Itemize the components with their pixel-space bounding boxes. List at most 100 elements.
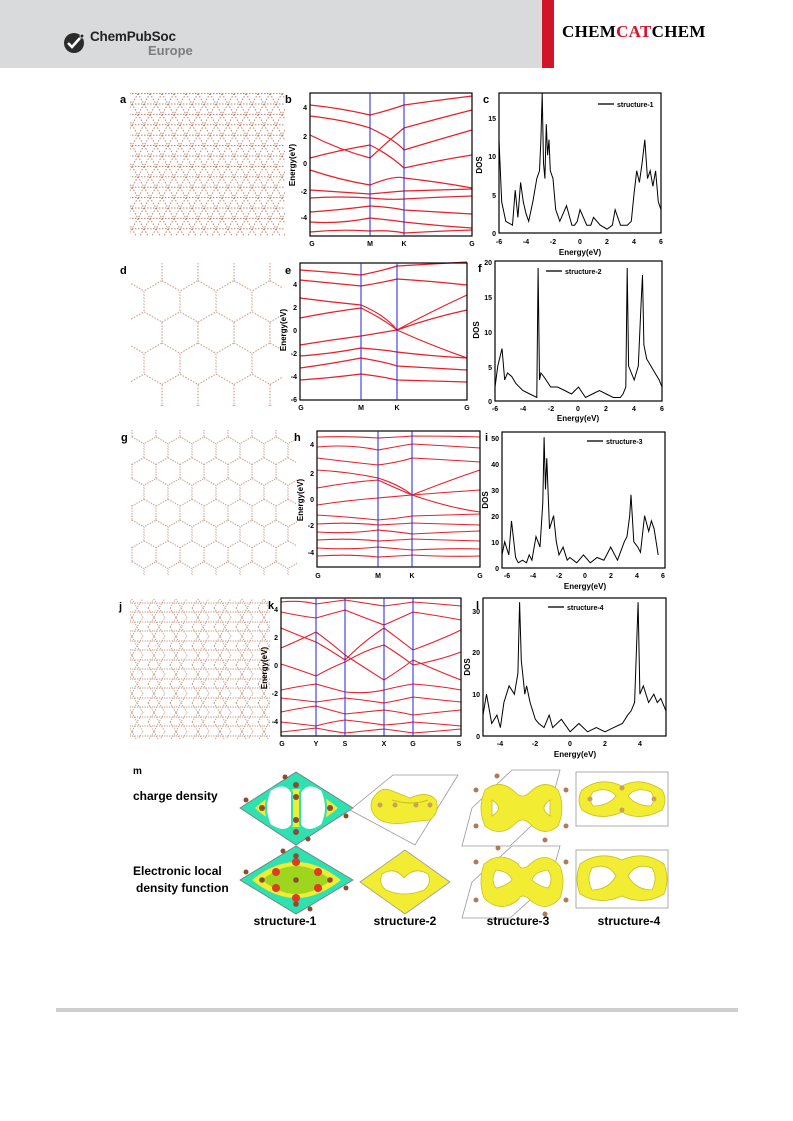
ytick: -4 xyxy=(308,550,314,557)
panel-label-k: k xyxy=(268,600,275,612)
ytick: -6 xyxy=(291,397,297,404)
ytick: 30 xyxy=(491,488,499,495)
ytick: 0 xyxy=(274,663,278,670)
kpoint-label: G xyxy=(298,405,304,412)
panel-label-l: l xyxy=(476,600,479,612)
band-frame-4 xyxy=(280,597,462,737)
dos-frame-2 xyxy=(494,260,663,402)
ytick: 20 xyxy=(472,650,480,657)
kpoint-label: G xyxy=(315,573,321,580)
band-ylabel-2: Energy(eV) xyxy=(279,309,288,352)
charge-density-structure-3 xyxy=(461,769,569,847)
band-structure-2: e 4 2 0 -2 -4 -6 Energy(e xyxy=(279,261,470,412)
panel-m: m charge density Electronic local densit… xyxy=(133,766,669,928)
xtick: -6 xyxy=(496,239,502,246)
journal-title-part3: CHEM xyxy=(651,22,706,41)
charge-density-structure-4 xyxy=(575,771,669,827)
kpoint-label: M xyxy=(375,573,381,580)
journal-title-part1: CHEM xyxy=(562,22,617,41)
dos-series-line xyxy=(501,437,659,564)
dos-series-line xyxy=(482,602,667,733)
kpoint-label: G xyxy=(469,241,475,248)
charge-density-label: charge density xyxy=(133,789,218,803)
ytick: -2 xyxy=(308,523,314,530)
xtick: 0 xyxy=(568,741,572,748)
ytick: 0 xyxy=(492,231,496,238)
elf-structure-1 xyxy=(239,845,354,915)
kpoint-label: K xyxy=(401,241,406,248)
ytick: -4 xyxy=(291,374,297,381)
ytick: 10 xyxy=(484,330,492,337)
panel-label-h: h xyxy=(294,432,301,444)
dos-xticks-4: -4 -2 0 2 4 xyxy=(497,741,642,748)
elf-label-line2: density function xyxy=(136,881,229,895)
dos-chart-2: f structure-2 20 15 10 5 0 -6 -4 -2 0 2 … xyxy=(472,260,664,423)
ytick: 10 xyxy=(488,154,496,161)
panel-label-a: a xyxy=(120,94,127,106)
dos-series-line xyxy=(498,92,662,230)
band-frame-2 xyxy=(299,262,468,401)
xtick: -4 xyxy=(520,406,526,413)
xtick: -4 xyxy=(523,239,529,246)
band-ylabel-3: Energy(eV) xyxy=(296,479,305,522)
ytick: 0 xyxy=(303,161,307,168)
kpoint-label: S xyxy=(457,741,462,748)
band-frame-3 xyxy=(316,430,481,568)
xtick: 6 xyxy=(660,406,664,413)
ytick: 2 xyxy=(274,635,278,642)
xtick: 4 xyxy=(638,741,642,748)
xtick: 0 xyxy=(576,406,580,413)
dos-yticks-2: 20 15 10 5 0 xyxy=(484,260,492,406)
dos-ylabel-4: DOS xyxy=(463,658,472,676)
dos-legend-2: structure-2 xyxy=(565,269,602,276)
dos-xticks-1: -6 -4 -2 0 2 4 6 xyxy=(496,239,663,246)
journal-block xyxy=(542,0,793,68)
kpoint-label: G xyxy=(477,573,483,580)
panel-label-e: e xyxy=(285,265,291,277)
kpoint-label: G xyxy=(279,741,285,748)
row-2: d e 4 2 0 -2 -4 -6 xyxy=(120,260,664,423)
dos-frame-1 xyxy=(498,92,662,234)
ytick: 15 xyxy=(488,116,496,123)
band-kpoints-4: G Y S X G S xyxy=(279,741,461,748)
ytick: 50 xyxy=(491,436,499,443)
band-lines-3 xyxy=(316,435,481,558)
dos-ylabel-1: DOS xyxy=(475,156,484,174)
band-kpoints-2: G M K G xyxy=(298,405,470,412)
panel-label-f: f xyxy=(478,263,482,275)
xtick: 2 xyxy=(603,741,607,748)
xtick: 4 xyxy=(635,573,639,580)
xtick: 0 xyxy=(583,573,587,580)
band-yticks-1: 4 2 0 -2 -4 xyxy=(301,105,307,222)
charge-density-structure-2 xyxy=(349,774,459,846)
xtick: -2 xyxy=(556,573,562,580)
dos-xticks-2: -6 -4 -2 0 2 4 6 xyxy=(492,406,664,413)
footer-rule xyxy=(56,1008,738,1012)
xtick: -2 xyxy=(550,239,556,246)
xtick: -6 xyxy=(504,573,510,580)
xtick: 4 xyxy=(632,406,636,413)
xtick: 2 xyxy=(609,573,613,580)
dos-ylabel-3: DOS xyxy=(481,491,490,509)
structure-1-lattice xyxy=(130,93,285,236)
xtick: -6 xyxy=(492,406,498,413)
band-frame-1 xyxy=(309,92,473,237)
panel-label-c: c xyxy=(483,94,489,106)
dos-ylabel-2: DOS xyxy=(472,321,481,339)
xtick: 6 xyxy=(661,573,665,580)
band-kpoints-1: G M K G xyxy=(309,241,475,248)
ytick: -4 xyxy=(272,719,278,726)
ytick: 2 xyxy=(303,134,307,141)
ytick: 4 xyxy=(303,105,307,112)
journal-title-part2: CAT xyxy=(616,22,652,41)
xtick: 4 xyxy=(632,239,636,246)
dos-yticks-3: 50 40 30 20 10 0 xyxy=(491,436,499,573)
panel-label-i: i xyxy=(485,432,488,444)
band-ylabel-1: Energy(eV) xyxy=(288,144,297,187)
xtick: 2 xyxy=(604,406,608,413)
charge-density-structure-1 xyxy=(239,771,354,846)
caption-structure-4: structure-4 xyxy=(598,914,661,928)
panel-label-g: g xyxy=(121,432,128,444)
chempubsoc-globe-icon xyxy=(64,33,85,53)
